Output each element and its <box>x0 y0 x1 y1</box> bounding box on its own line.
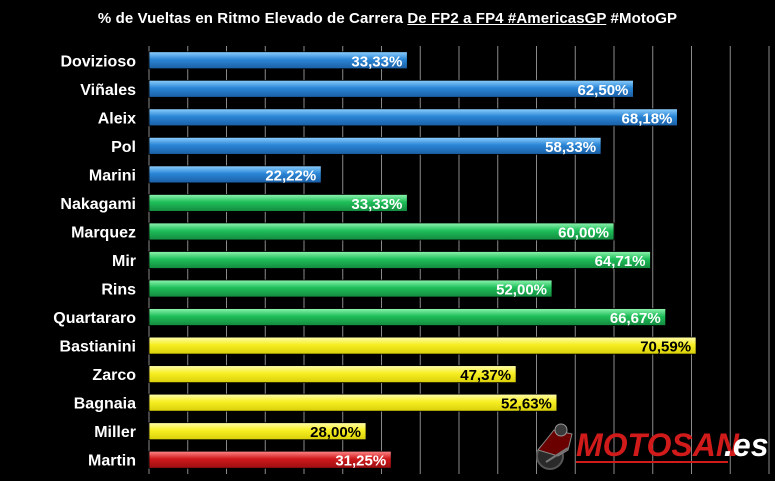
category-label: Mir <box>112 253 136 270</box>
value-label: 52,63% <box>501 396 552 413</box>
category-label: Nakagami <box>60 196 136 213</box>
chart-title: % de Vueltas en Ritmo Elevado de Carrera… <box>0 10 775 27</box>
motorbike-rider-icon <box>536 423 573 470</box>
bar-pol <box>148 136 602 155</box>
category-label: Bagnaia <box>74 396 136 413</box>
category-label: Viñales <box>80 82 136 99</box>
value-label: 62,50% <box>578 82 629 99</box>
bar-marquez <box>148 222 615 241</box>
bar-aleix <box>148 108 678 127</box>
bar-vi-ales <box>148 79 634 98</box>
value-label: 28,00% <box>310 424 361 441</box>
bar-rins <box>148 279 553 298</box>
bar-bastianini <box>148 336 697 355</box>
category-label: Miller <box>94 424 136 441</box>
bar-bagnaia <box>148 393 558 412</box>
value-label: 22,22% <box>265 167 316 184</box>
value-label: 70,59% <box>640 339 691 356</box>
value-label: 60,00% <box>558 224 609 241</box>
title-prefix: % de Vueltas en Ritmo Elevado de Carrera <box>97 10 408 27</box>
category-label: Quartararo <box>53 310 136 327</box>
bar-quartararo <box>148 308 667 326</box>
category-label: Pol <box>111 139 136 156</box>
category-label: Dovizioso <box>60 53 136 70</box>
category-label: Marquez <box>71 224 136 241</box>
value-label: 66,67% <box>610 310 661 327</box>
category-label: Rins <box>101 282 136 299</box>
value-label: 31,25% <box>335 453 386 470</box>
title-suffix: #MotoGP <box>606 10 678 27</box>
bar-martin <box>148 450 392 469</box>
bar-mir <box>148 251 651 269</box>
title-underlined: De FP2 a FP4 #AmericasGP <box>407 10 607 27</box>
value-label: 58,33% <box>545 139 596 156</box>
bar-nakagami <box>148 194 408 212</box>
value-label: 33,33% <box>351 53 402 70</box>
value-label: 52,00% <box>496 282 547 299</box>
bar-miller <box>148 422 367 441</box>
logo-text-accent: .es <box>724 427 768 463</box>
bars: 33,33% 62,50% 68,18% 58,33% 22,22% 33,33% 60,0… <box>148 51 697 470</box>
bar-dovizioso <box>148 51 408 70</box>
motosan-logo: MOTOSAN .es <box>528 420 773 476</box>
category-label: Zarco <box>92 367 136 384</box>
category-label: Bastianini <box>60 339 136 356</box>
value-label: 64,71% <box>595 253 646 270</box>
bar-zarco <box>148 365 517 384</box>
category-label: Martin <box>88 453 136 470</box>
category-label: Aleix <box>98 110 136 127</box>
value-label: 47,37% <box>460 367 511 384</box>
bar-marini <box>148 165 322 184</box>
value-label: 68,18% <box>622 110 673 127</box>
category-label: Marini <box>89 167 136 184</box>
category-labels: Dovizioso Viñales Aleix Pol Marini Nakagami Ma… <box>53 53 136 469</box>
value-label: 33,33% <box>351 196 402 213</box>
logo-text-main: MOTOSAN <box>576 427 740 463</box>
